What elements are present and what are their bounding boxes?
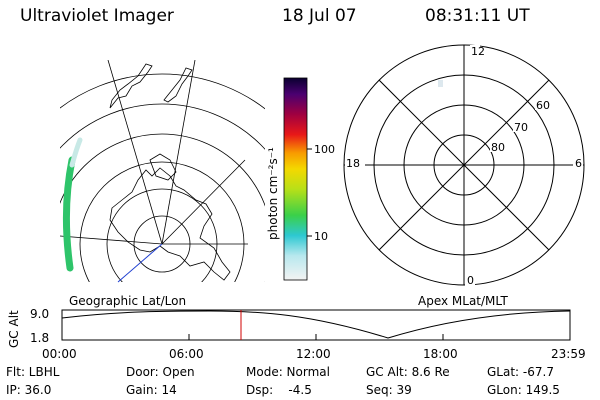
xtick-2359: 23:59 [551, 347, 586, 361]
ytick-1-8: 1.8 [30, 331, 49, 345]
gc-alt-ylabel: GC Alt [7, 310, 21, 348]
xtick-0000: 00:00 [42, 347, 77, 361]
dsp-info: Dsp: -4.5 [246, 383, 312, 397]
mlt-label-6: 6 [575, 157, 582, 170]
mlt-label-0: 0 [467, 274, 474, 287]
flt-info: Flt: LBHL [6, 365, 60, 379]
ip-info: IP: 36.0 [6, 383, 52, 397]
satellite-track [117, 243, 163, 283]
gc-alt-info: GC Alt: 8.6 Re [366, 365, 450, 379]
gain-info: Gain: 14 [126, 383, 177, 397]
date-label: 18 Jul 07 [282, 6, 357, 26]
colorbar-unit-label: photon cm⁻²s⁻¹ [266, 147, 280, 240]
mlt-label-18: 18 [346, 157, 360, 170]
geographic-label: Geographic Lat/Lon [69, 294, 187, 308]
mlt-label-12: 12 [471, 45, 485, 58]
door-info: Door: Open [126, 365, 195, 379]
colorbar-tick-10: 10 [314, 230, 328, 243]
app-title: Ultraviolet Imager [20, 6, 174, 26]
gc-alt-curve [61, 310, 571, 339]
xtick-1200: 12:00 [296, 347, 331, 361]
lat-label-60: 60 [536, 99, 550, 112]
colorbar-tick-100: 100 [314, 143, 335, 156]
lat-label-70: 70 [514, 121, 528, 134]
mode-info: Mode: Normal [246, 365, 330, 379]
seq-info: Seq: 39 [366, 383, 412, 397]
apex-label: Apex MLat/MLT [418, 294, 508, 308]
glat-info: GLat: -67.7 [487, 365, 554, 379]
xtick-0600: 06:00 [169, 347, 204, 361]
glon-info: GLon: 149.5 [487, 383, 560, 397]
time-label: 08:31:11 UT [425, 6, 530, 26]
xtick-1800: 18:00 [423, 347, 458, 361]
lat-label-80: 80 [491, 141, 505, 154]
ytick-9: 9.0 [30, 307, 49, 321]
aurora-emission [62, 156, 76, 272]
